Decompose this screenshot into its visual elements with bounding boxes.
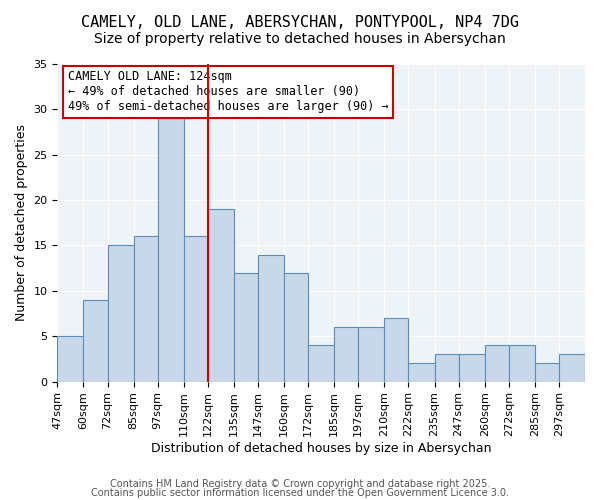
Text: CAMELY OLD LANE: 124sqm
← 49% of detached houses are smaller (90)
49% of semi-de: CAMELY OLD LANE: 124sqm ← 49% of detache… [68, 70, 389, 114]
Bar [559, 354, 585, 382]
Text: Contains HM Land Registry data © Crown copyright and database right 2025.: Contains HM Land Registry data © Crown c… [110, 479, 490, 489]
Text: Size of property relative to detached houses in Abersychan: Size of property relative to detached ho… [94, 32, 506, 46]
Bar [334, 327, 358, 382]
Bar [158, 118, 184, 382]
Bar [485, 346, 509, 382]
Bar [134, 236, 158, 382]
Bar [107, 246, 134, 382]
Bar [184, 236, 208, 382]
Bar [308, 346, 334, 382]
X-axis label: Distribution of detached houses by size in Abersychan: Distribution of detached houses by size … [151, 442, 491, 455]
Bar [434, 354, 458, 382]
Bar [458, 354, 485, 382]
Text: Contains public sector information licensed under the Open Government Licence 3.: Contains public sector information licen… [91, 488, 509, 498]
Bar [83, 300, 107, 382]
Bar [258, 254, 284, 382]
Bar [509, 346, 535, 382]
Bar [284, 272, 308, 382]
Bar [535, 364, 559, 382]
Bar [234, 272, 258, 382]
Y-axis label: Number of detached properties: Number of detached properties [15, 124, 28, 322]
Bar [409, 364, 434, 382]
Bar [358, 327, 385, 382]
Bar [208, 209, 234, 382]
Bar [58, 336, 83, 382]
Bar [385, 318, 409, 382]
Text: CAMELY, OLD LANE, ABERSYCHAN, PONTYPOOL, NP4 7DG: CAMELY, OLD LANE, ABERSYCHAN, PONTYPOOL,… [81, 15, 519, 30]
